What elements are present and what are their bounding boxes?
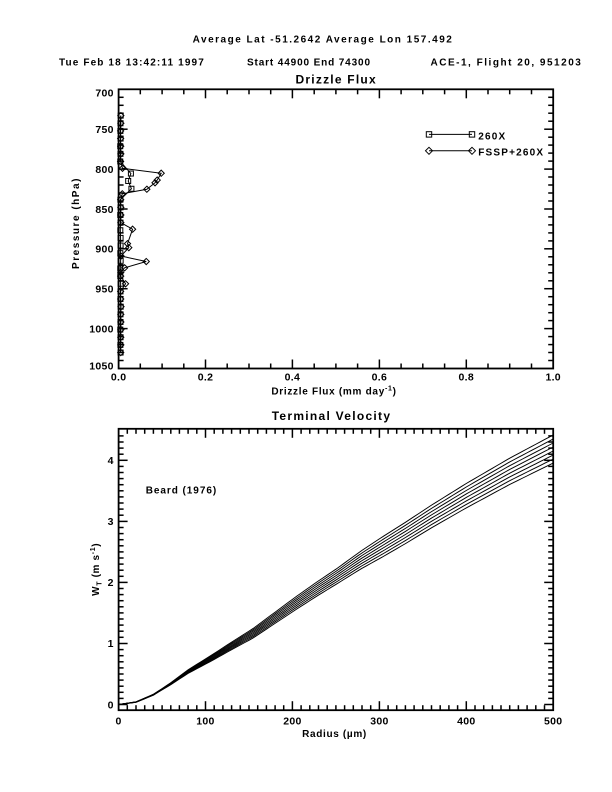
svg-text:ACE-1, Flight 20, 951203: ACE-1, Flight 20, 951203 [431, 58, 583, 69]
svg-text:900: 900 [95, 244, 113, 256]
svg-text:Pressure (hPa): Pressure (hPa) [71, 177, 82, 269]
svg-text:100: 100 [196, 716, 214, 728]
svg-text:400: 400 [457, 716, 475, 728]
svg-text:950: 950 [95, 284, 113, 296]
svg-text:Drizzle Flux (mm day-1): Drizzle Flux (mm day-1) [271, 386, 396, 398]
svg-text:750: 750 [95, 124, 113, 136]
svg-text:Terminal Velocity: Terminal Velocity [272, 409, 392, 423]
svg-text:0.6: 0.6 [372, 372, 388, 384]
svg-text:0: 0 [116, 716, 122, 728]
svg-text:0.4: 0.4 [285, 372, 301, 384]
svg-text:500: 500 [544, 716, 562, 728]
svg-text:WT (m s-1): WT (m s-1) [90, 543, 104, 596]
svg-text:3: 3 [108, 516, 114, 528]
svg-text:260X: 260X [478, 131, 506, 142]
svg-text:Drizzle Flux: Drizzle Flux [296, 73, 377, 87]
svg-text:300: 300 [370, 716, 388, 728]
svg-text:1: 1 [108, 638, 114, 650]
svg-text:850: 850 [95, 204, 113, 216]
svg-text:2: 2 [108, 577, 114, 589]
svg-text:0.0: 0.0 [111, 372, 127, 384]
svg-text:Start 44900 End 74300: Start 44900 End 74300 [247, 58, 371, 69]
svg-text:0.8: 0.8 [459, 372, 475, 384]
svg-text:Radius (µm): Radius (µm) [302, 729, 367, 740]
svg-text:Average Lat -51.2642 Average: Average Lat -51.2642 Average Lon 157.492 [193, 34, 454, 45]
svg-text:FSSP+260X: FSSP+260X [478, 148, 544, 159]
svg-text:4: 4 [108, 455, 114, 467]
svg-text:800: 800 [95, 164, 113, 176]
svg-text:200: 200 [283, 716, 301, 728]
svg-text:Tue Feb 18 13:42:11 1997: Tue Feb 18 13:42:11 1997 [59, 58, 205, 69]
svg-text:0: 0 [108, 699, 114, 711]
svg-text:Beard (1976): Beard (1976) [146, 486, 217, 497]
svg-text:1.0: 1.0 [545, 372, 561, 384]
svg-text:700: 700 [95, 88, 113, 100]
svg-text:1000: 1000 [89, 323, 114, 335]
svg-text:1050: 1050 [89, 361, 114, 373]
svg-text:0.2: 0.2 [198, 372, 214, 384]
